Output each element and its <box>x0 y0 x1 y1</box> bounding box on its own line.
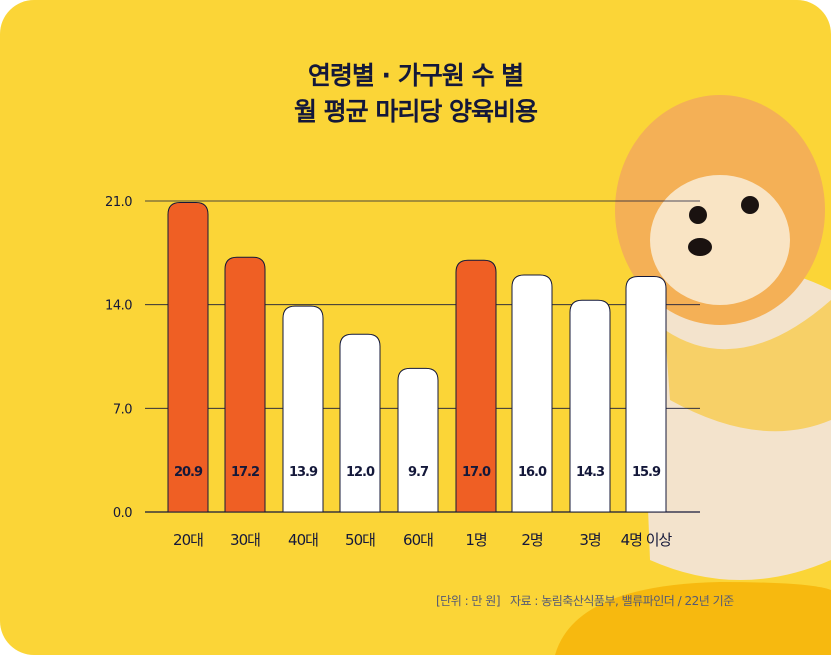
bar <box>569 299 611 513</box>
bar <box>339 333 381 513</box>
dog-illustration <box>555 95 831 655</box>
pedestal <box>555 582 831 655</box>
value-label: 17.2 <box>231 465 259 480</box>
dog-nose <box>688 238 712 256</box>
x-tick-label: 50대 <box>345 531 375 549</box>
footer-note: [단위 : 만 원] 자료 : 농림축산식품부, 밸류파인더 / 22년 기준 <box>436 592 734 609</box>
title-line-2: 월 평균 마리당 양육비용 <box>293 97 538 126</box>
unit-note: [단위 : 만 원] <box>436 594 501 608</box>
value-label: 13.9 <box>289 465 318 480</box>
bar <box>625 276 667 513</box>
dog-harness <box>665 300 831 432</box>
bar <box>455 259 497 513</box>
bar <box>167 201 209 513</box>
bar <box>282 305 324 513</box>
value-label: 14.3 <box>576 465 605 480</box>
x-tick-label: 20대 <box>173 531 203 549</box>
dog-eye <box>741 196 759 214</box>
y-tick-label: 0.0 <box>113 506 132 521</box>
y-tick-label: 14.0 <box>105 299 132 314</box>
x-tick-label: 40대 <box>288 531 318 549</box>
bar <box>397 367 439 513</box>
x-tick-label: 60대 <box>403 531 433 549</box>
value-label: 17.0 <box>462 465 491 480</box>
dog-face <box>650 175 790 305</box>
x-tick-label: 1명 <box>465 531 486 549</box>
value-label: 12.0 <box>346 465 375 480</box>
dog-eye <box>689 206 707 224</box>
bar <box>224 256 266 513</box>
bar <box>511 274 553 513</box>
x-tick-label: 3명 <box>579 531 600 549</box>
value-label: 16.0 <box>518 465 547 480</box>
title-line-1: 연령별 · 가구원 수 별 <box>307 61 524 90</box>
x-tick-label: 4명 이상 <box>621 531 673 549</box>
value-label: 9.7 <box>408 465 429 480</box>
value-label: 15.9 <box>632 465 661 480</box>
y-tick-label: 21.0 <box>105 195 132 210</box>
value-label: 20.9 <box>174 465 203 480</box>
chart-title: 연령별 · 가구원 수 별 월 평균 마리당 양육비용 <box>0 58 831 130</box>
x-tick-label: 2명 <box>521 531 542 549</box>
x-tick-label: 30대 <box>230 531 260 549</box>
y-tick-label: 7.0 <box>113 402 132 417</box>
source-note: 자료 : 농림축산식품부, 밸류파인더 / 22년 기준 <box>509 594 734 608</box>
